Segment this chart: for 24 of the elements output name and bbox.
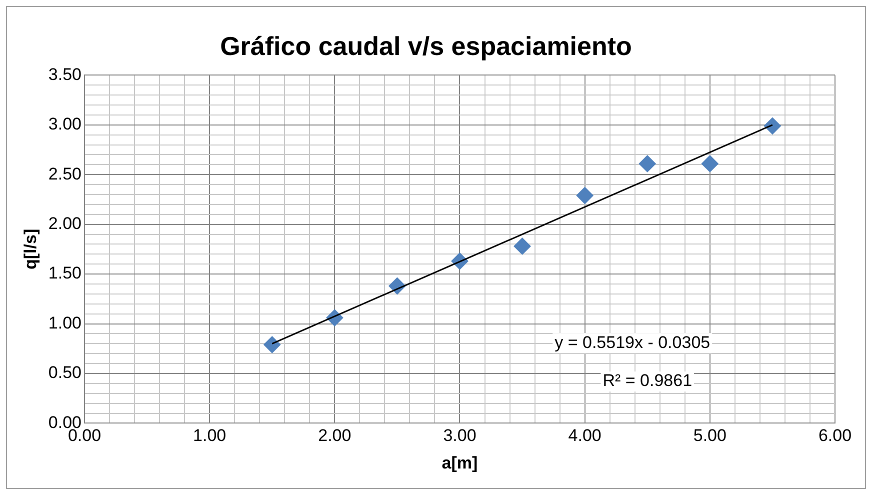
y-tick-label: 2.50: [48, 164, 82, 184]
x-tick-label: 5.00: [693, 426, 726, 446]
point: [264, 336, 281, 354]
annotation: y = 0.5519x - 0.0305: [554, 332, 710, 352]
y-tick-label: 3.50: [48, 64, 82, 84]
point: [701, 155, 718, 172]
x-tick-label: 1.00: [193, 426, 226, 446]
x-tick-label: 6.00: [818, 426, 852, 446]
y-tick-label: 1.00: [48, 313, 82, 332]
x-tick-label: 3.00: [443, 426, 476, 446]
x-tick-label: 4.00: [568, 426, 602, 446]
point: [638, 155, 656, 172]
y-tick-label: 0.50: [48, 363, 82, 382]
y-tick-label: 1.50: [48, 264, 82, 283]
y-tick-label: 3.00: [48, 114, 82, 134]
y-tick-label: 2.00: [48, 214, 82, 234]
y-axis-title: q[l/s]: [20, 228, 40, 270]
point: [514, 238, 531, 255]
annotation: R² = 0.9861: [602, 371, 692, 390]
x-tick-label: 2.00: [318, 426, 352, 446]
x-axis-title: a[m]: [442, 453, 478, 472]
point: [764, 117, 781, 134]
chart-title: Gráfico caudal v/s espaciamiento: [220, 30, 632, 61]
point: [576, 187, 594, 204]
